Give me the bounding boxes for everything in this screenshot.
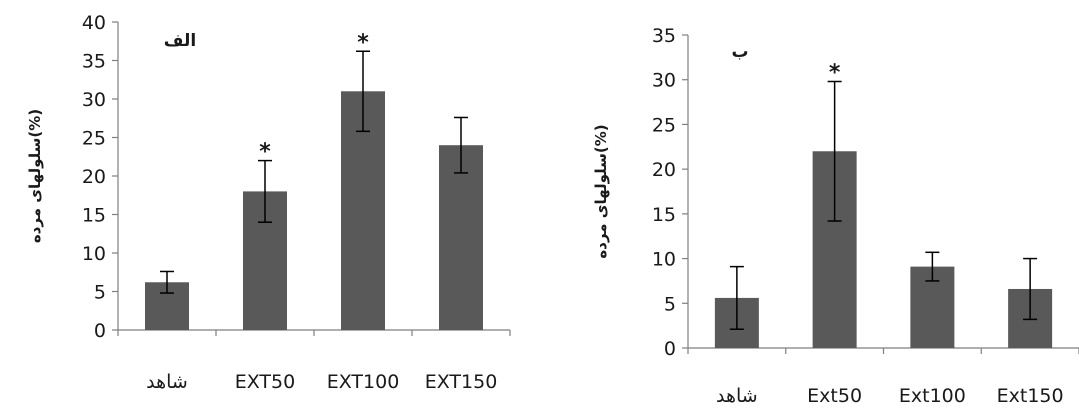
y-tick-label: 10 <box>652 249 676 271</box>
y-tick-label: 35 <box>652 25 676 47</box>
significance-marker: * <box>259 140 271 165</box>
y-tick-label: 0 <box>664 338 676 360</box>
y-tick-label: 10 <box>82 243 106 265</box>
y-tick-label: 15 <box>82 205 106 227</box>
x-tick-label: شاهد <box>716 385 758 407</box>
y-tick-label: 30 <box>652 70 676 92</box>
y-tick-label: 20 <box>82 166 106 188</box>
x-tick-label: EXT150 <box>425 371 498 393</box>
panel-label: ب <box>731 42 748 62</box>
x-tick-label: Ext100 <box>899 385 966 407</box>
y-tick-label: 0 <box>94 320 106 342</box>
significance-marker: * <box>357 30 369 55</box>
y-tick-label: 20 <box>652 159 676 181</box>
x-tick-label: EXT100 <box>327 371 400 393</box>
y-tick-label: 5 <box>664 293 676 315</box>
y-tick-label: 15 <box>652 204 676 226</box>
bar <box>439 145 483 330</box>
y-tick-label: 30 <box>82 89 106 111</box>
y-axis-label: سلولهای مرده(%) <box>26 109 44 243</box>
y-tick-label: 5 <box>94 282 106 304</box>
x-tick-label: Ext150 <box>997 385 1064 407</box>
x-tick-label: شاهد <box>146 371 188 393</box>
panel-label: الف <box>164 31 196 51</box>
y-tick-label: 35 <box>82 51 106 73</box>
y-tick-label: 40 <box>82 12 106 34</box>
y-tick-label: 25 <box>82 128 106 150</box>
y-tick-label: 25 <box>652 114 676 136</box>
x-tick-label: Ext50 <box>807 385 862 407</box>
y-axis-label: سلولهای مرده(%) <box>592 124 610 258</box>
significance-marker: * <box>829 61 841 86</box>
x-tick-label: EXT50 <box>235 371 295 393</box>
